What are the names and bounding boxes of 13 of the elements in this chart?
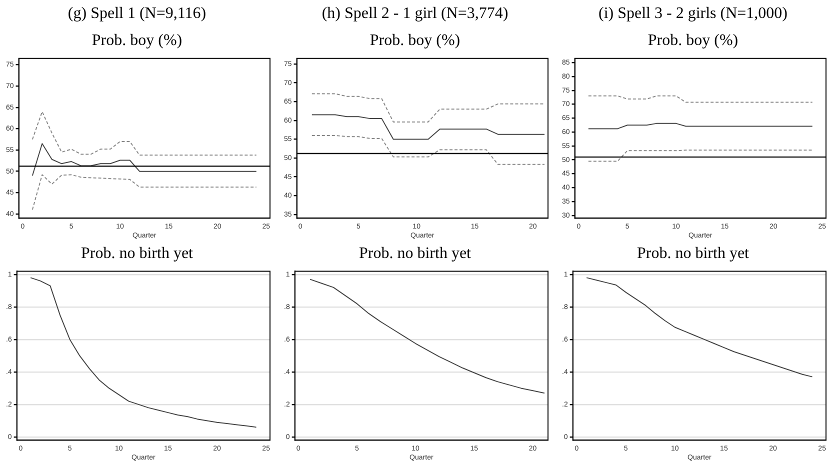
chart-title: Prob. no birth yet <box>81 244 194 262</box>
chart-subtitle: Prob. boy (%) <box>648 32 738 50</box>
chart-title: (i) Spell 3 - 2 girls (N=1,000) <box>598 4 788 22</box>
chart-subtitle: Prob. boy (%) <box>370 32 460 50</box>
line-series <box>32 111 257 156</box>
chart-subtitle: Prob. boy (%) <box>92 32 182 50</box>
chart-title: (h) Spell 2 - 1 girl (N=3,774) <box>322 4 508 22</box>
chart-title: Prob. no birth yet <box>359 244 472 262</box>
chart-title: (g) Spell 1 (N=9,116) <box>68 4 206 22</box>
line-series <box>32 174 257 210</box>
line-series <box>311 93 546 122</box>
line-series <box>311 134 546 165</box>
chart-title: Prob. no birth yet <box>637 244 750 262</box>
